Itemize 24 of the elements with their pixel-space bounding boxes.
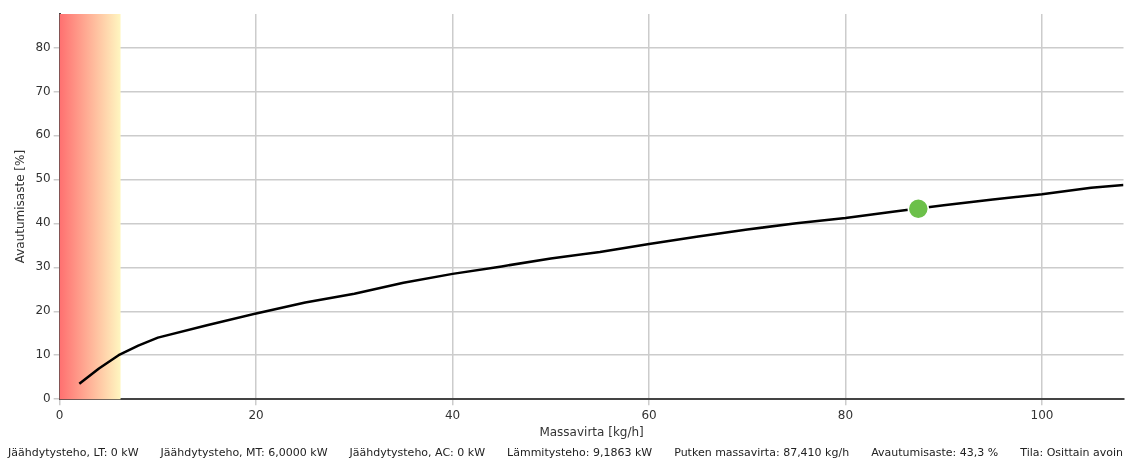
text: Jäähdytysteho, LT: 0 kW xyxy=(8,446,139,459)
y-tick-label: 40 xyxy=(35,215,51,230)
text: Tila: Osittain avoin xyxy=(1020,446,1124,459)
text: Jäähdytysteho, MT: 6,0000 kW xyxy=(160,446,328,459)
y-tick-label: 80 xyxy=(35,39,51,54)
y-tick-label: 60 xyxy=(35,127,51,142)
x-tick-label: 100 xyxy=(1030,407,1054,422)
y-tick-label: 0 xyxy=(43,391,51,406)
y-tick-label: 50 xyxy=(35,171,51,186)
text: Jäähdytysteho, AC: 0 kW xyxy=(349,446,486,459)
y-tick-label: 70 xyxy=(35,83,51,98)
x-tick-label: 80 xyxy=(837,407,854,422)
x-tick-label: 60 xyxy=(641,407,657,422)
text: Avautumisaste: 43,3 % xyxy=(871,446,999,459)
x-axis-title: Massavirta [kg/h] xyxy=(539,424,644,439)
text: Putken massavirta: 87,410 kg/h xyxy=(674,446,850,459)
x-tick-label: 20 xyxy=(248,407,264,422)
y-tick-label: 20 xyxy=(35,303,51,318)
y-tick-label: 30 xyxy=(35,259,51,274)
y-tick-label: 10 xyxy=(35,347,51,362)
y-axis-title: Avautumisaste [%] xyxy=(13,149,28,264)
x-tick-label: 40 xyxy=(444,407,461,422)
x-tick-label: 0 xyxy=(55,407,64,422)
text: Lämmitysteho: 9,1863 kW xyxy=(507,446,653,459)
